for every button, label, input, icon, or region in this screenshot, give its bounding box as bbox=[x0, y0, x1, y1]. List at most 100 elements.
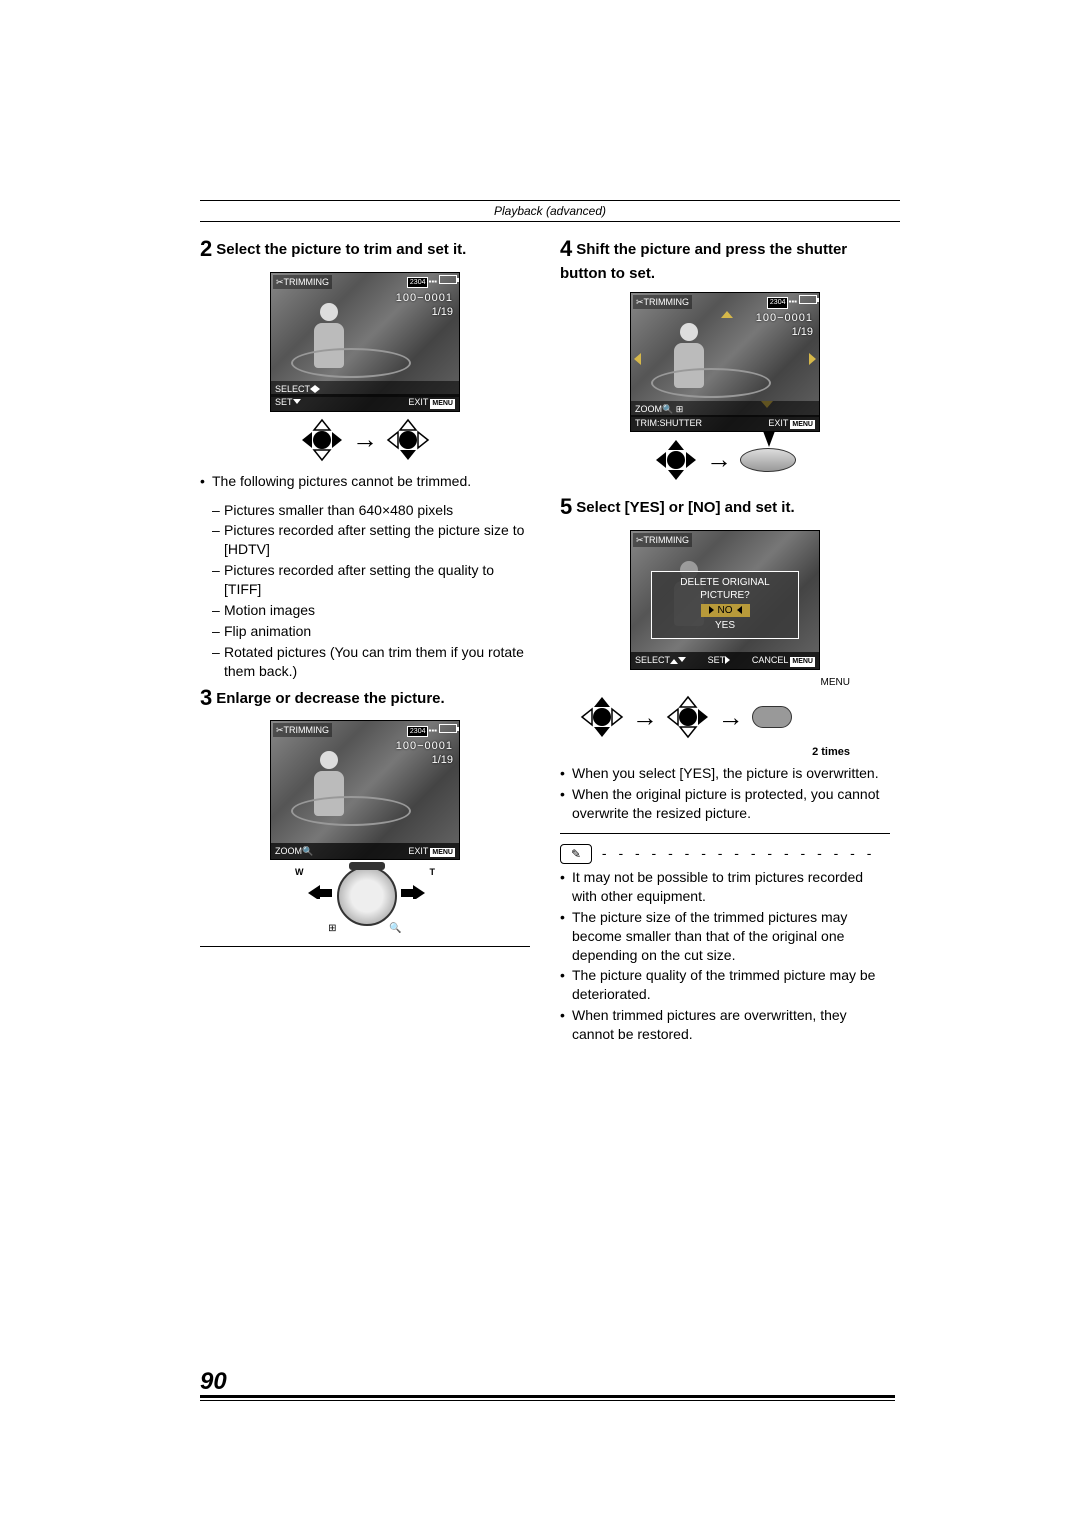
size-badge: 2304 bbox=[407, 277, 429, 288]
zoom-label: ZOOM bbox=[635, 404, 662, 414]
step2-title: Select the picture to trim and set it. bbox=[216, 241, 466, 258]
arrow-icon: → bbox=[718, 702, 744, 732]
menu-badge: MENU bbox=[430, 848, 455, 857]
photo-hoop bbox=[291, 796, 411, 826]
note-item: Flip animation bbox=[212, 622, 530, 641]
note-intro: The following pictures cannot be trimmed… bbox=[200, 472, 530, 491]
section-header: Playback (advanced) bbox=[200, 200, 900, 222]
note-divider-row: ✎ - - - - - - - - - - - - - - - - - bbox=[560, 844, 890, 864]
arrow-right-icon bbox=[399, 881, 427, 899]
footnotes: It may not be possible to trim pictures … bbox=[560, 868, 890, 1044]
step4-mode: TRIMMING bbox=[644, 297, 690, 307]
file-index: 1/19 bbox=[792, 325, 813, 340]
step3-mode: TRIMMING bbox=[284, 725, 330, 735]
dash-line: - - - - - - - - - - - - - - - - - bbox=[602, 844, 876, 863]
menu-badge: MENU bbox=[430, 399, 455, 408]
note-item: Pictures recorded after setting the pict… bbox=[212, 521, 530, 559]
dial-t-label: T bbox=[430, 866, 436, 878]
menu-small-label: MENU bbox=[560, 676, 890, 690]
photo-hoop bbox=[291, 348, 411, 378]
step3-number: 3 bbox=[200, 685, 212, 710]
divider bbox=[200, 946, 530, 947]
exit-label: EXIT bbox=[408, 397, 428, 407]
step5-mode: TRIMMING bbox=[644, 535, 690, 545]
arrow-icon: → bbox=[632, 702, 658, 732]
zoom-label: ZOOM bbox=[275, 846, 302, 856]
confirm-dialog: DELETE ORIGINAL PICTURE? NO YES bbox=[651, 571, 799, 639]
step3-screen: ✂TRIMMING 2304▪▪▪ 100−0001 1/19 ZOOM🔍 EX… bbox=[270, 720, 460, 860]
step2-notes: The following pictures cannot be trimmed… bbox=[200, 472, 530, 491]
trim-label: TRIM:SHUTTER bbox=[635, 417, 702, 429]
menu-badge: MENU bbox=[790, 657, 815, 666]
battery-icon bbox=[439, 275, 457, 284]
dpad-lr-icon bbox=[300, 418, 344, 462]
set-label: SET bbox=[708, 655, 726, 665]
grid-icon: ⊞ bbox=[328, 923, 336, 934]
step2-note-list: Pictures smaller than 640×480 pixels Pic… bbox=[212, 501, 530, 681]
step4-heading: 4Shift the picture and press the shutter… bbox=[560, 234, 890, 284]
dialog-line2: PICTURE? bbox=[700, 590, 749, 601]
page-number: 90 bbox=[200, 1368, 227, 1396]
left-column: 2Select the picture to trim and set it. … bbox=[200, 234, 530, 1054]
scissors-icon: ✂ bbox=[276, 725, 284, 735]
select-label: SELECT bbox=[635, 655, 670, 665]
shutter-button-icon bbox=[740, 448, 796, 472]
nav-left-icon bbox=[634, 353, 641, 365]
scissors-icon: ✂ bbox=[636, 297, 644, 307]
times-label: 2 times bbox=[560, 745, 890, 760]
bullet-item: When you select [YES], the picture is ov… bbox=[560, 764, 890, 783]
nav-up-icon bbox=[721, 311, 733, 318]
step5-bullets: When you select [YES], the picture is ov… bbox=[560, 764, 890, 823]
zoom-dial-diagram: W T ⊞ 🔍 bbox=[200, 866, 530, 936]
dpad-down-icon bbox=[386, 418, 430, 462]
step3-heading: 3Enlarge or decrease the picture. bbox=[200, 683, 530, 713]
dialog-line1: DELETE ORIGINAL bbox=[680, 577, 769, 588]
exit-label: EXIT bbox=[768, 418, 788, 428]
arrow-left-icon bbox=[306, 881, 334, 899]
divider bbox=[560, 833, 890, 834]
arrow-icon: → bbox=[706, 444, 732, 474]
set-label: SET bbox=[275, 397, 293, 407]
footnote-item: When trimmed pictures are overwritten, t… bbox=[560, 1006, 890, 1044]
menu-badge: MENU bbox=[790, 420, 815, 429]
file-id: 100−0001 bbox=[396, 291, 453, 306]
quality-icon: ▪▪▪ bbox=[428, 277, 437, 286]
file-index: 1/19 bbox=[432, 305, 453, 320]
size-badge: 2304 bbox=[767, 297, 789, 308]
step3-title: Enlarge or decrease the picture. bbox=[216, 690, 444, 707]
magnify-icon: 🔍 bbox=[302, 846, 313, 856]
menu-button-icon bbox=[752, 706, 792, 728]
file-id: 100−0001 bbox=[396, 739, 453, 754]
zoom-dial-icon bbox=[337, 866, 397, 926]
page-footer-line bbox=[200, 1395, 895, 1401]
select-label: SELECT bbox=[275, 384, 310, 394]
cancel-label: CANCEL bbox=[752, 655, 789, 665]
quality-icon: ▪▪▪ bbox=[428, 726, 437, 735]
note-item: Pictures smaller than 640×480 pixels bbox=[212, 501, 530, 520]
arrow-icon: → bbox=[352, 424, 378, 454]
step5-screen: ✂TRIMMING DELETE ORIGINAL PICTURE? NO YE… bbox=[630, 530, 820, 670]
step5-dpad-row: → → bbox=[560, 695, 890, 739]
step4-number: 4 bbox=[560, 236, 572, 261]
note-icon: ✎ bbox=[560, 844, 592, 864]
step2-screen: ✂TRIMMING 2304▪▪▪ 100−0001 1/19 SELECT S… bbox=[270, 272, 460, 412]
dpad-all-icon bbox=[654, 438, 698, 482]
magnify-icon: 🔍 bbox=[389, 923, 401, 934]
footnote-item: The picture size of the trimmed pictures… bbox=[560, 908, 890, 965]
option-yes: YES bbox=[656, 619, 794, 633]
battery-icon bbox=[799, 295, 817, 304]
photo-hoop bbox=[651, 368, 771, 398]
footnote-item: The picture quality of the trimmed pictu… bbox=[560, 966, 890, 1004]
nav-right-icon bbox=[809, 353, 816, 365]
footnote-item: It may not be possible to trim pictures … bbox=[560, 868, 890, 906]
content-columns: 2Select the picture to trim and set it. … bbox=[200, 234, 900, 1054]
step5-heading: 5Select [YES] or [NO] and set it. bbox=[560, 492, 890, 522]
bullet-item: When the original picture is protected, … bbox=[560, 785, 890, 823]
scissors-icon: ✂ bbox=[276, 277, 284, 287]
note-item: Motion images bbox=[212, 601, 530, 620]
dpad-ud-icon bbox=[580, 695, 624, 739]
exit-label: EXIT bbox=[408, 846, 428, 856]
quality-icon: ▪▪▪ bbox=[788, 297, 797, 306]
battery-icon bbox=[439, 724, 457, 733]
dial-w-label: W bbox=[295, 866, 304, 878]
